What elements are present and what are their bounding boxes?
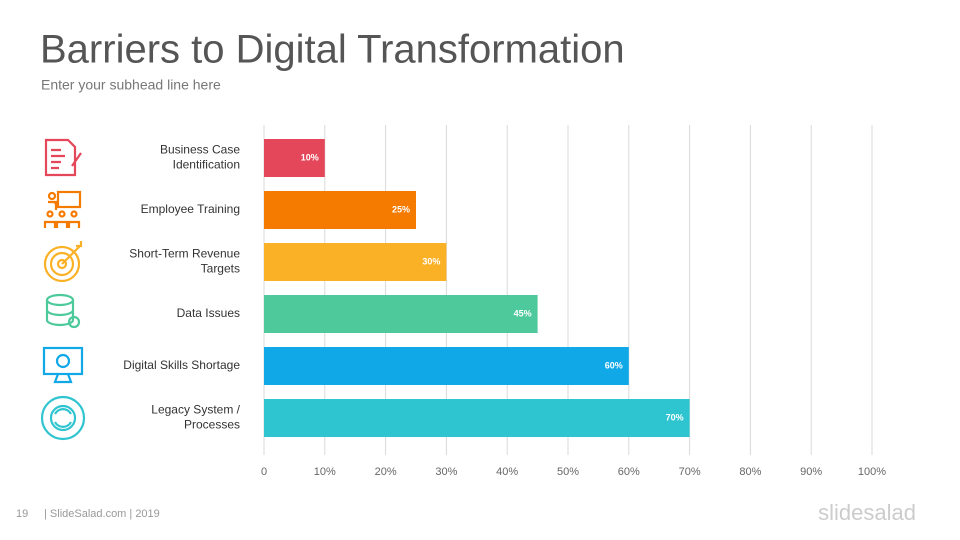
footer-text: | SlideSalad.com | 2019 xyxy=(44,508,160,520)
icon-system xyxy=(40,395,86,441)
bar xyxy=(264,347,629,385)
subtitle: Enter your subhead line here xyxy=(41,77,221,93)
x-tick-label: 40% xyxy=(496,466,518,478)
icons xyxy=(40,138,86,441)
x-tick-label: 30% xyxy=(435,466,457,478)
data-label: 10% xyxy=(301,152,319,162)
x-tick-label: 80% xyxy=(739,466,761,478)
chart-title: Barriers to Digital Transformation xyxy=(40,28,625,72)
bar xyxy=(264,243,447,281)
y-tick-label: Business Case Identification xyxy=(160,143,240,172)
x-tick-label: 100% xyxy=(858,466,886,478)
icon-target xyxy=(43,241,83,283)
bar xyxy=(264,191,416,229)
x-tick-label: 70% xyxy=(679,466,701,478)
y-tick-label: Employee Training xyxy=(141,202,240,216)
icon-database xyxy=(45,293,81,329)
icon-document xyxy=(44,138,82,177)
x-tick-label: 20% xyxy=(375,466,397,478)
data-label: 30% xyxy=(422,256,440,266)
y-tick-label: Short-Term Revenue Targets xyxy=(129,247,240,276)
x-tick-label: 50% xyxy=(557,466,579,478)
x-tick-label: 0 xyxy=(261,466,267,478)
x-tick-label: 60% xyxy=(618,466,640,478)
logo: slidesalad xyxy=(818,500,916,525)
bar xyxy=(264,295,538,333)
y-tick-label: Legacy System / Processes xyxy=(151,403,240,432)
data-label: 70% xyxy=(666,412,684,422)
y-tick-label: Data Issues xyxy=(177,306,240,320)
page-number: 19 xyxy=(16,508,28,520)
bar xyxy=(264,399,690,437)
data-label: 60% xyxy=(605,360,623,370)
x-tick-label: 90% xyxy=(800,466,822,478)
data-label: 45% xyxy=(514,308,532,318)
y-tick-label: Digital Skills Shortage xyxy=(123,358,240,372)
x-tick-label: 10% xyxy=(314,466,336,478)
data-label: 25% xyxy=(392,204,410,214)
icon-monitor xyxy=(42,346,84,384)
icon-training xyxy=(43,190,82,228)
bar xyxy=(264,139,325,177)
